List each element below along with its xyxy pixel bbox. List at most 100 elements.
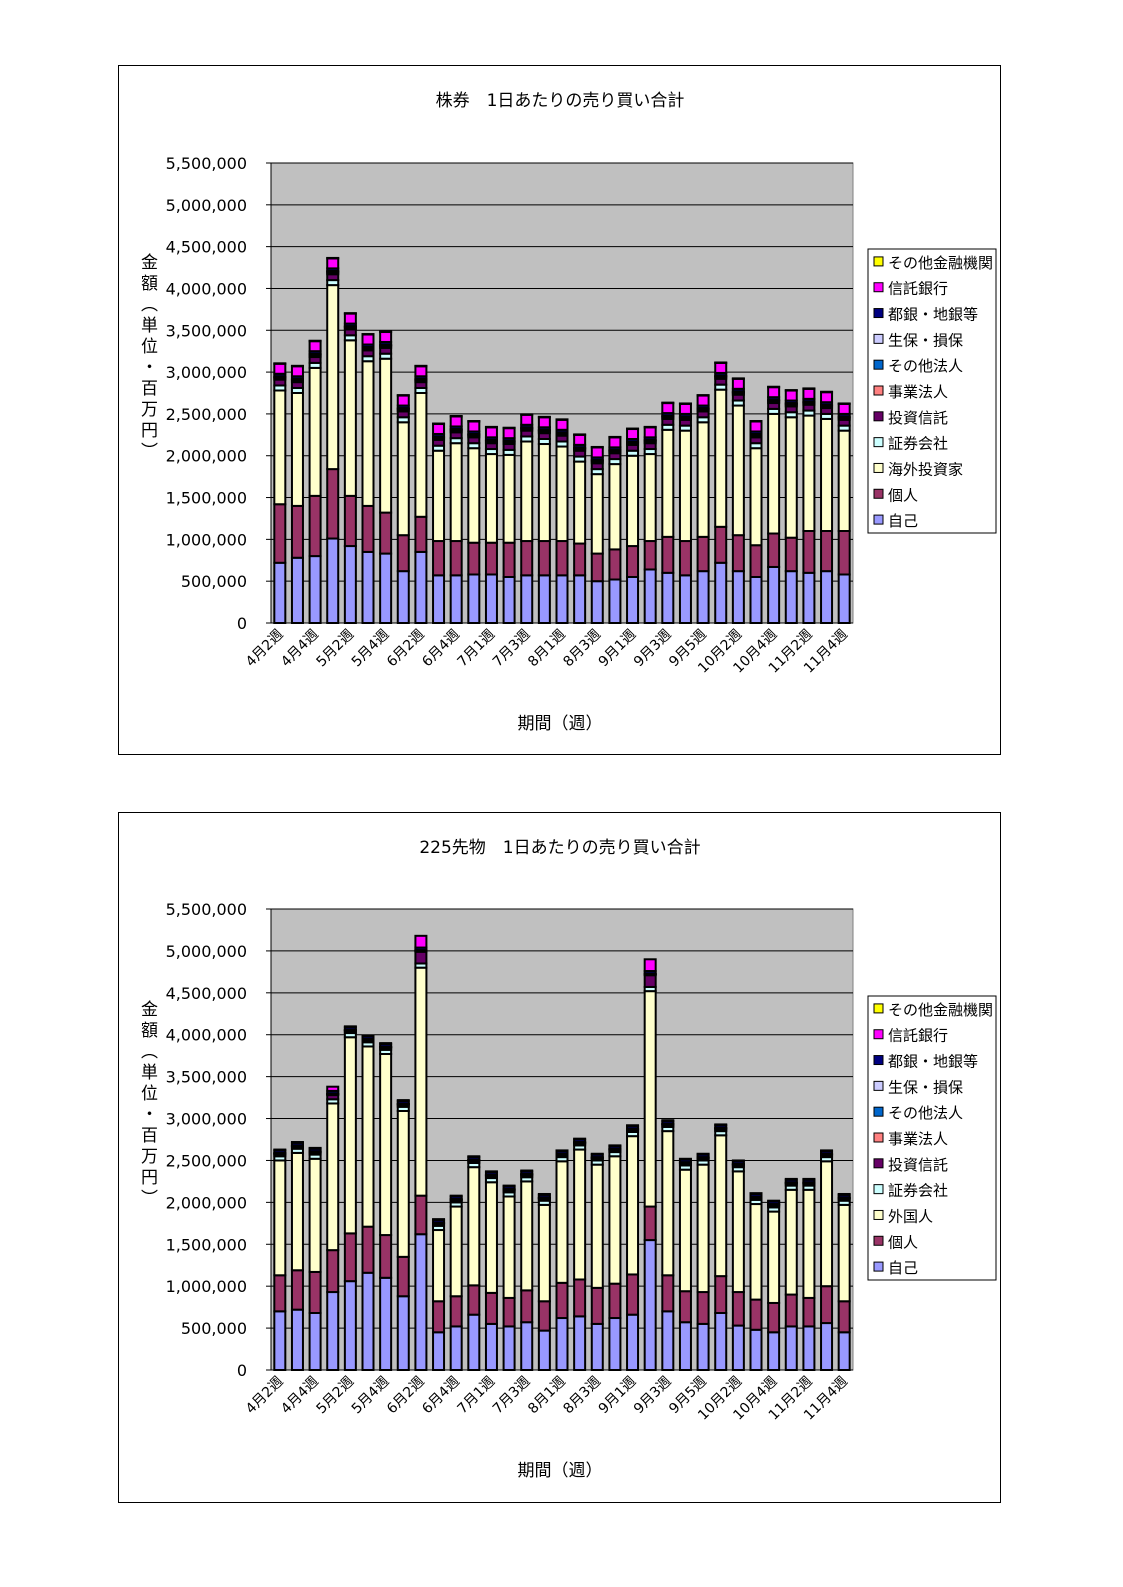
bar-segment: [573, 542, 587, 577]
bar-segment: [696, 1163, 710, 1294]
bar-segment: [590, 445, 604, 449]
bar-segment: [820, 1160, 834, 1288]
bar-segment: [661, 571, 675, 624]
legend-label: 投資信託: [888, 1156, 948, 1174]
bar-segment: [520, 413, 534, 416]
bar-stack: [608, 1144, 622, 1371]
y-tick-label: 5,000,000: [166, 196, 247, 215]
bar-stack: [590, 445, 604, 625]
x-tick-label: 6月2週: [384, 627, 428, 671]
bar-segment: [573, 1137, 587, 1141]
bar-segment: [696, 1322, 710, 1371]
bar-stack: [749, 420, 763, 624]
bar-segment: [414, 515, 428, 553]
bar-stack: [767, 1199, 781, 1371]
legend-swatch: [873, 1158, 884, 1169]
bar-stack: [837, 402, 851, 624]
bar-segment: [731, 570, 745, 624]
bar-segment: [555, 1281, 569, 1320]
bar-stack: [678, 402, 692, 624]
bar-segment: [520, 413, 534, 426]
bar-segment: [696, 394, 710, 407]
bar-segment: [714, 1275, 728, 1315]
bar-segment: [396, 421, 410, 537]
bar-segment: [432, 1218, 446, 1221]
chart-title: 株券 1日あたりの売り買い合計: [436, 91, 685, 111]
bar-segment: [520, 1289, 534, 1324]
bar-segment: [802, 387, 816, 390]
bar-stack: [820, 390, 834, 624]
legend-swatch: [873, 1184, 884, 1195]
bar-segment: [802, 530, 816, 574]
bar-segment: [837, 402, 851, 405]
y-tick-label: 4,000,000: [166, 279, 247, 298]
bar-stack: [502, 1184, 516, 1372]
bar-stack: [643, 425, 657, 624]
bar-segment: [396, 1099, 410, 1102]
bar-segment: [502, 1325, 516, 1372]
legend-swatch: [873, 1132, 884, 1143]
bar-stack: [731, 1159, 745, 1371]
y-tick-label: 4,500,000: [166, 984, 247, 1003]
bar-segment: [573, 574, 587, 624]
legend-label: 自己: [888, 1259, 918, 1277]
legend-label: 投資信託: [888, 409, 948, 427]
bar-segment: [308, 555, 322, 624]
bar-segment: [343, 1232, 357, 1283]
bar-segment: [661, 1130, 675, 1277]
bar-segment: [361, 550, 375, 624]
bar-segment: [308, 339, 322, 343]
bar-segment: [820, 1285, 834, 1325]
bar-segment: [767, 412, 781, 535]
bar-segment: [537, 443, 551, 543]
bar-segment: [767, 1199, 781, 1203]
bar-segment: [590, 446, 604, 459]
bar-stack: [643, 958, 657, 1371]
bar-stack: [555, 1149, 569, 1371]
bar-segment: [273, 389, 287, 506]
bar-stack: [837, 1192, 851, 1371]
bar-segment: [502, 541, 516, 578]
bar-segment: [290, 392, 304, 507]
legend-swatch: [873, 256, 884, 267]
bar-stack: [714, 1123, 728, 1371]
bar-stack: [379, 1042, 393, 1371]
bar-segment: [326, 1249, 340, 1294]
legend-label: 信託銀行: [888, 280, 948, 298]
legend: その他金融機関信託銀行都銀・地銀等生保・損保その他法人事業法人投資信託証券会社外…: [867, 995, 997, 1281]
bar-segment: [290, 1151, 304, 1272]
bar-segment: [661, 1119, 675, 1123]
bar-segment: [361, 333, 375, 346]
bar-segment: [714, 361, 728, 374]
bar-segment: [767, 386, 781, 399]
bar-segment: [379, 1042, 393, 1045]
bar-segment: [414, 950, 428, 965]
bar-segment: [555, 1149, 569, 1153]
bar-segment: [820, 391, 834, 404]
legend-label: 事業法人: [888, 383, 948, 401]
bar-segment: [467, 420, 481, 433]
bar-segment: [537, 1300, 551, 1332]
bar-segment: [608, 1155, 622, 1285]
bar-segment: [467, 573, 481, 624]
legend-swatch: [873, 411, 884, 422]
bar-segment: [643, 958, 657, 973]
bar-stack: [784, 1177, 798, 1372]
bar-segment: [467, 1313, 481, 1371]
bar-segment: [573, 1315, 587, 1371]
bar-segment: [520, 540, 534, 577]
legend-label: 都銀・地銀等: [888, 306, 978, 324]
bar-stack: [714, 361, 728, 625]
y-tick-label: 500,000: [181, 1319, 247, 1338]
bar-segment: [484, 1291, 498, 1325]
bar-segment: [432, 1229, 446, 1303]
legend-swatch: [873, 282, 884, 293]
bar-segment: [555, 418, 569, 431]
bar-segment: [626, 1124, 640, 1128]
y-tick-label: 2,000,000: [166, 447, 247, 466]
bar-segment: [643, 1239, 657, 1371]
bar-segment: [467, 447, 481, 544]
y-tick-label: 1,000,000: [166, 1277, 247, 1296]
bar-segment: [343, 312, 357, 315]
bar-segment: [749, 1203, 763, 1301]
